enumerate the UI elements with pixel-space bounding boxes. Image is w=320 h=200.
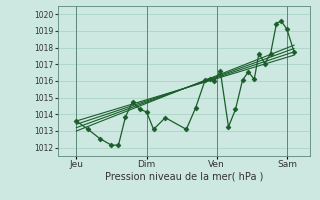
X-axis label: Pression niveau de la mer( hPa ): Pression niveau de la mer( hPa ) [105, 172, 263, 182]
